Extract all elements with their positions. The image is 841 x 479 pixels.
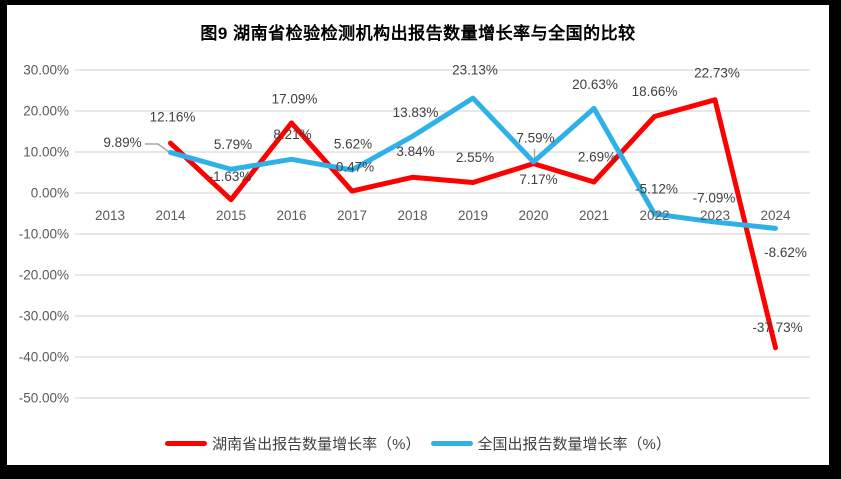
y-axis-tick-label: 10.00% [23, 145, 69, 160]
y-axis-tick-label: -40.00% [19, 350, 69, 365]
national-series-line [168, 95, 778, 231]
y-axis-tick-label: -10.00% [19, 227, 69, 242]
x-axis-tick-label: 2015 [216, 208, 246, 223]
data-label: -5.12% [635, 181, 678, 196]
data-label: -1.63% [209, 169, 252, 184]
data-label: 5.62% [334, 136, 372, 151]
data-label: 3.84% [396, 144, 434, 159]
y-axis-tick-label: -20.00% [19, 268, 69, 283]
y-axis-tick-label: -50.00% [19, 391, 69, 406]
data-label: 12.16% [150, 110, 196, 125]
x-axis-tick-label: 2013 [95, 208, 125, 223]
legend-label-national: 全国出报告数量增长率（%） [477, 435, 671, 453]
chart-panel: 图9 湖南省检验检测机构出报告数量增长率与全国的比较 30.00% 20.00% 1… [7, 5, 829, 465]
x-axis-tick-label: 2019 [458, 208, 488, 223]
data-label: -7.09% [693, 191, 736, 206]
data-label: 7.17% [519, 172, 557, 187]
legend-item-national: 全国出报告数量增长率（%） [430, 433, 671, 454]
data-label: 20.63% [572, 77, 618, 92]
data-label: 22.73% [694, 65, 740, 80]
leader-line-9-89 [145, 143, 170, 153]
y-axis-tick-label: -30.00% [19, 309, 69, 324]
x-axis-tick-label: 2022 [639, 208, 669, 223]
chart-title: 图9 湖南省检验检测机构出报告数量增长率与全国的比较 [200, 24, 636, 43]
data-label: -37.73% [752, 320, 802, 335]
national-line-swatch-icon [430, 440, 473, 446]
hunan-line-swatch-icon [165, 440, 208, 446]
data-label: 17.09% [272, 91, 318, 106]
data-label: 5.79% [214, 137, 252, 152]
y-axis-tick-label: 30.00% [23, 63, 69, 78]
x-axis-tick-label: 2014 [155, 208, 186, 223]
x-axis-tick-label: 2021 [579, 208, 609, 223]
data-label: 7.59% [516, 130, 554, 145]
data-label: 2.55% [456, 150, 494, 165]
data-label: 8.21% [273, 127, 311, 142]
x-axis-tick-label: 2017 [337, 208, 367, 223]
legend-label-hunan: 湖南省出报告数量增长率（%） [212, 435, 421, 453]
y-axis-tick-label: 20.00% [23, 104, 69, 119]
data-label: 23.13% [452, 63, 498, 78]
data-label: 0.47% [336, 160, 374, 175]
data-label: 13.83% [393, 105, 439, 120]
data-label: 2.69% [578, 149, 616, 164]
x-axis-tick-label: 2016 [276, 208, 306, 223]
x-axis-tick-label: 2024 [760, 208, 791, 223]
data-label: -8.62% [764, 245, 807, 260]
data-label: 18.66% [632, 84, 678, 99]
y-axis-tick-label: 0.00% [31, 186, 69, 201]
x-axis-tick-label: 2018 [397, 208, 427, 223]
data-label: 9.89% [103, 135, 141, 150]
legend-item-hunan: 湖南省出报告数量增长率（%） [165, 433, 421, 454]
hunan-series-line [168, 97, 778, 351]
chart-legend: 湖南省出报告数量增长率（%） 全国出报告数量增长率（%） [7, 433, 829, 453]
x-axis-tick-label: 2023 [700, 208, 730, 223]
x-axis-tick-label: 2020 [518, 208, 548, 223]
line-chart: 30.00% 20.00% 10.00% 0.00% -10.00% -20.00% -30… [19, 63, 810, 406]
